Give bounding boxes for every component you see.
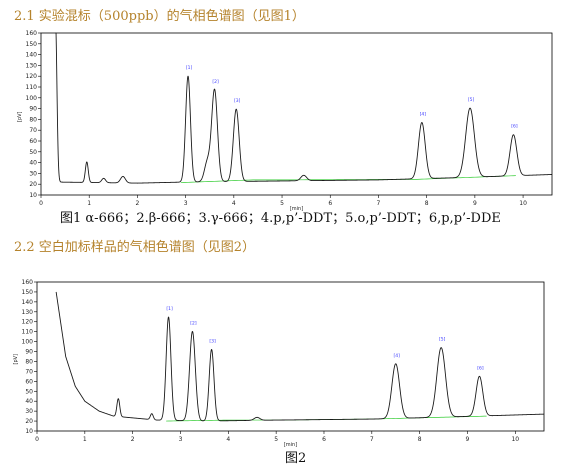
signal-trace	[55, 32, 553, 184]
peak-label: [1]	[166, 306, 173, 312]
x-axis-label: [min]	[290, 206, 303, 212]
chromatogram-chart-2: 1020304050607080901001101201301401501600…	[13, 279, 545, 448]
y-axis-label: [pV]	[13, 354, 19, 365]
x-tick-label: 10	[519, 200, 527, 207]
y-tick-label: 80	[29, 116, 37, 123]
y-tick-label: 10	[25, 428, 33, 435]
x-tick-label: 4	[232, 200, 236, 207]
integration-baseline	[166, 415, 487, 422]
section-title-2: 2.2 空白加标样品的气相色谱图（见图2）	[14, 240, 256, 255]
x-tick-label: 5	[280, 200, 284, 207]
x-tick-label: 1	[87, 200, 91, 207]
peak-label: [4]	[394, 353, 401, 359]
y-tick-label: 30	[29, 170, 37, 177]
x-tick-label: 4	[226, 436, 230, 443]
x-tick-label: 7	[370, 436, 374, 443]
x-tick-label: 2	[131, 436, 135, 443]
peak-label: [4]	[420, 112, 427, 118]
x-tick-label: 9	[466, 436, 470, 443]
signal-trace	[55, 291, 545, 422]
x-tick-label: 1	[83, 436, 87, 443]
y-tick-label: 90	[29, 106, 37, 113]
peak-label: [5]	[468, 97, 475, 103]
peak-label: [3]	[209, 338, 216, 344]
y-tick-label: 120	[22, 319, 34, 326]
y-tick-label: 150	[26, 41, 38, 48]
y-tick-label: 60	[25, 378, 33, 385]
section-title-1: 2.1 实验混标（500ppb）的气相色谱图（见图1）	[14, 9, 305, 24]
x-tick-label: 10	[511, 436, 519, 443]
peak-label: [5]	[439, 337, 446, 343]
figure-caption-1: 图1 α-666；2.β-666；3.γ-666；4.p,p’-DDT；5.o,…	[60, 211, 501, 226]
x-tick-label: 0	[35, 436, 39, 443]
y-tick-label: 70	[29, 127, 37, 134]
peak-label: [6]	[511, 124, 518, 130]
x-tick-label: 3	[184, 200, 188, 207]
x-tick-label: 6	[328, 200, 332, 207]
y-tick-label: 100	[22, 339, 34, 346]
y-tick-label: 20	[25, 418, 33, 425]
y-tick-label: 130	[26, 62, 38, 69]
y-tick-label: 150	[22, 289, 34, 296]
y-tick-label: 50	[29, 149, 37, 156]
y-tick-label: 80	[25, 358, 33, 365]
peak-label: [2]	[212, 79, 219, 85]
plot-frame	[40, 32, 553, 196]
y-tick-label: 40	[29, 160, 37, 167]
x-tick-label: 3	[179, 436, 183, 443]
y-tick-label: 10	[29, 192, 37, 199]
y-tick-label: 120	[26, 73, 38, 80]
plot-frame	[36, 281, 545, 432]
x-tick-label: 9	[473, 200, 477, 207]
y-tick-label: 50	[25, 388, 33, 395]
peak-label: [2]	[190, 320, 197, 326]
x-tick-label: 5	[274, 436, 278, 443]
y-tick-label: 130	[22, 309, 34, 316]
peak-label: [3]	[234, 98, 241, 104]
y-tick-label: 30	[25, 408, 33, 415]
peak-label: [6]	[477, 365, 484, 371]
y-tick-label: 70	[25, 368, 33, 375]
figure-caption-2: 图2	[285, 451, 307, 466]
x-tick-label: 8	[418, 436, 422, 443]
peak-label: [1]	[186, 65, 193, 71]
y-tick-label: 20	[29, 181, 37, 188]
y-tick-label: 110	[26, 84, 38, 91]
y-tick-label: 100	[26, 95, 38, 102]
y-tick-label: 140	[26, 52, 38, 59]
x-tick-label: 8	[425, 200, 429, 207]
y-tick-label: 60	[29, 138, 37, 145]
y-tick-label: 140	[22, 299, 34, 306]
x-axis-label: [min]	[284, 442, 297, 448]
y-tick-label: 110	[22, 329, 34, 336]
integration-baseline	[180, 175, 516, 183]
y-tick-label: 160	[26, 30, 38, 37]
y-tick-label: 40	[25, 398, 33, 405]
x-tick-label: 2	[136, 200, 140, 207]
x-tick-label: 0	[39, 200, 43, 207]
x-tick-label: 6	[322, 436, 326, 443]
chromatogram-chart-1: 1020304050607080901001101201301401501600…	[17, 30, 553, 212]
y-tick-label: 90	[25, 349, 33, 356]
x-tick-label: 7	[377, 200, 381, 207]
y-tick-label: 160	[22, 279, 34, 286]
y-axis-label: [pV]	[17, 111, 23, 122]
